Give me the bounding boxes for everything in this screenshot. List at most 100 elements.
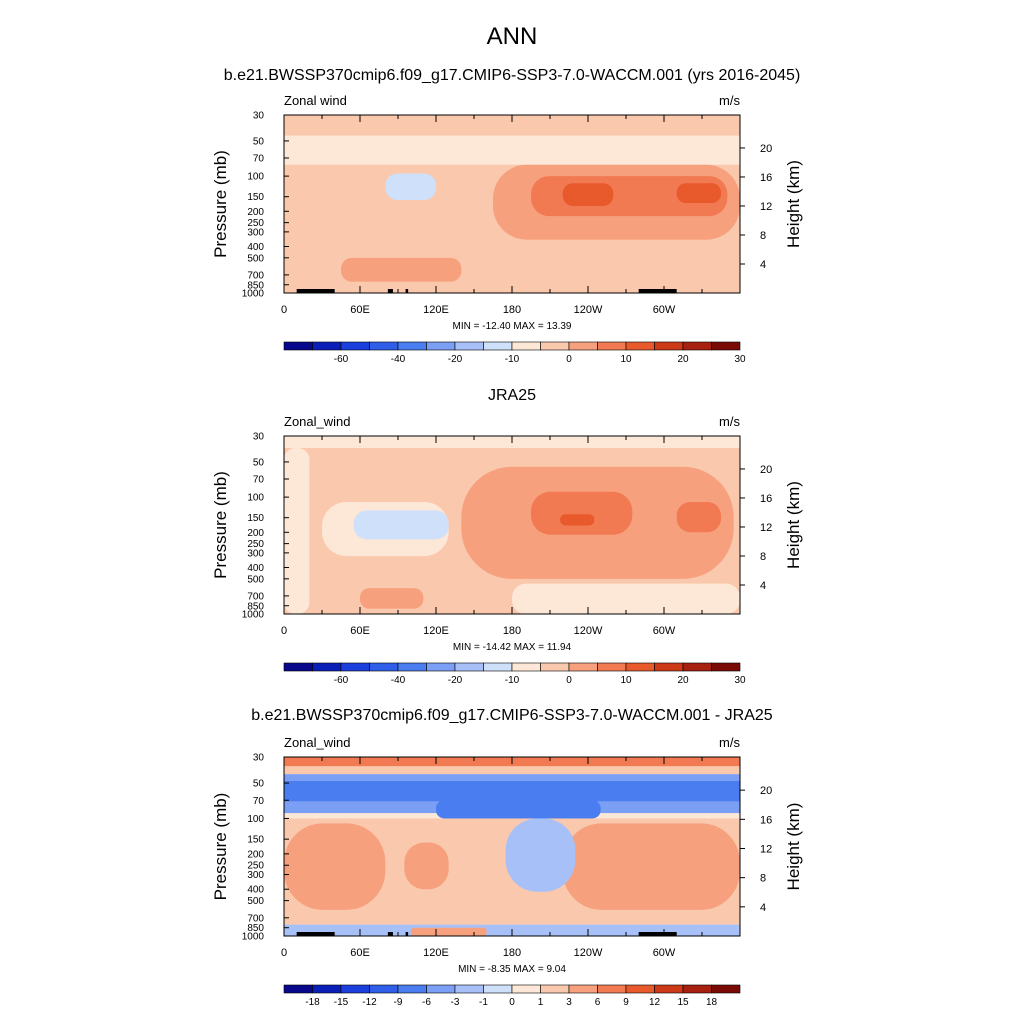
y-axis-label: Pressure (mb) bbox=[211, 150, 230, 258]
panel-3: b.e21.BWSSP370cmip6.f09_g17.CMIP6-SSP3-7… bbox=[211, 707, 803, 1008]
colorbar-label: -18 bbox=[305, 997, 320, 1008]
contour-fill-region bbox=[436, 800, 601, 819]
colorbar-label: 9 bbox=[623, 997, 629, 1008]
colorbar-swatch bbox=[511, 341, 541, 351]
colorbar-swatch bbox=[511, 984, 541, 994]
colorbar-swatch bbox=[597, 984, 627, 994]
y2-tick-label: 16 bbox=[760, 172, 772, 184]
x-tick-label: 120W bbox=[574, 625, 603, 637]
colorbar-label: 30 bbox=[734, 675, 746, 686]
y-tick-label: 30 bbox=[253, 111, 265, 122]
y-tick-label: 70 bbox=[253, 154, 265, 165]
colorbar-swatch bbox=[597, 662, 627, 672]
colorbar-swatch bbox=[454, 662, 484, 672]
y-tick-label: 300 bbox=[247, 227, 264, 238]
colorbar-label: -10 bbox=[505, 675, 520, 686]
contour-fill-region bbox=[562, 823, 740, 910]
terrain-mask bbox=[296, 289, 335, 293]
y-tick-label: 500 bbox=[247, 574, 264, 585]
colorbar-swatch bbox=[369, 662, 399, 672]
terrain-mask bbox=[296, 932, 335, 936]
y-tick-label: 100 bbox=[247, 814, 264, 825]
y-tick-label: 850 bbox=[247, 923, 264, 934]
colorbar-label: -60 bbox=[334, 354, 349, 365]
contour-fill-region bbox=[284, 115, 740, 136]
x-tick-label: 60W bbox=[653, 625, 676, 637]
y2-axis-label: Height (km) bbox=[784, 481, 803, 569]
y-tick-label: 700 bbox=[247, 913, 264, 924]
contour-fill-region bbox=[284, 766, 740, 775]
y2-tick-label: 8 bbox=[760, 230, 766, 242]
x-tick-label: 180 bbox=[503, 625, 521, 637]
colorbar-label: 1 bbox=[538, 997, 544, 1008]
y-tick-label: 70 bbox=[253, 796, 265, 807]
x-tick-label: 60E bbox=[350, 625, 370, 637]
colorbar-swatch bbox=[625, 984, 655, 994]
y-tick-label: 400 bbox=[247, 563, 264, 574]
colorbar-label: 20 bbox=[677, 354, 689, 365]
y2-tick-label: 12 bbox=[760, 522, 772, 534]
y2-tick-label: 20 bbox=[760, 143, 772, 155]
y-tick-label: 200 bbox=[247, 849, 264, 860]
colorbar-swatch bbox=[426, 984, 456, 994]
y-tick-label: 1000 bbox=[242, 932, 265, 943]
units-label: m/s bbox=[719, 93, 740, 108]
terrain-mask bbox=[387, 932, 393, 936]
y2-tick-label: 4 bbox=[760, 259, 766, 271]
contour-fill-region bbox=[284, 774, 740, 781]
y2-tick-label: 16 bbox=[760, 814, 772, 826]
colorbar-swatch bbox=[597, 341, 627, 351]
colorbar-label: -40 bbox=[391, 354, 406, 365]
y-tick-label: 150 bbox=[247, 835, 264, 846]
colorbar-label: -60 bbox=[334, 675, 349, 686]
y-tick-label: 100 bbox=[247, 493, 264, 504]
units-label: m/s bbox=[719, 735, 740, 750]
contour-fill-region bbox=[353, 510, 449, 540]
colorbar-swatch bbox=[454, 984, 484, 994]
colorbar-swatch bbox=[568, 341, 598, 351]
colorbar-swatch bbox=[711, 662, 741, 672]
colorbar-label: 6 bbox=[595, 997, 601, 1008]
y-tick-label: 400 bbox=[247, 242, 264, 253]
colorbar-label: -20 bbox=[448, 675, 463, 686]
colorbar-label: 15 bbox=[677, 997, 689, 1008]
y-tick-label: 250 bbox=[247, 539, 264, 550]
contour-fill-region bbox=[531, 491, 633, 535]
y-tick-label: 250 bbox=[247, 218, 264, 229]
contour-fill-region bbox=[284, 823, 386, 910]
colorbar-swatch bbox=[540, 662, 570, 672]
x-tick-label: 0 bbox=[281, 625, 287, 637]
y2-tick-label: 12 bbox=[760, 201, 772, 213]
x-tick-label: 120W bbox=[574, 304, 603, 316]
y-tick-label: 30 bbox=[253, 432, 265, 443]
colorbar-label: -9 bbox=[394, 997, 403, 1008]
y-tick-label: 200 bbox=[247, 207, 264, 218]
y-tick-label: 50 bbox=[253, 136, 265, 147]
colorbar-swatch bbox=[397, 984, 427, 994]
contour-fill-region bbox=[404, 842, 449, 890]
colorbar-swatch bbox=[711, 984, 741, 994]
colorbar-swatch bbox=[483, 984, 513, 994]
colorbar-label: -20 bbox=[448, 354, 463, 365]
colorbar-label: -10 bbox=[505, 354, 520, 365]
colorbar-swatch bbox=[283, 984, 313, 994]
y2-tick-label: 16 bbox=[760, 493, 772, 505]
colorbar-swatch bbox=[340, 984, 370, 994]
y2-tick-label: 4 bbox=[760, 902, 766, 914]
colorbar-swatch bbox=[283, 341, 313, 351]
colorbar-swatch bbox=[711, 341, 741, 351]
colorbar-label: 10 bbox=[620, 675, 632, 686]
x-tick-label: 180 bbox=[503, 947, 521, 959]
y2-tick-label: 4 bbox=[760, 580, 766, 592]
y-axis-label: Pressure (mb) bbox=[211, 471, 230, 579]
y2-tick-label: 12 bbox=[760, 843, 772, 855]
colorbar-swatch bbox=[454, 341, 484, 351]
panel-title: b.e21.BWSSP370cmip6.f09_g17.CMIP6-SSP3-7… bbox=[224, 67, 801, 84]
colorbar-swatch bbox=[426, 662, 456, 672]
colorbar-swatch bbox=[625, 341, 655, 351]
colorbar-swatch bbox=[283, 662, 313, 672]
units-label: m/s bbox=[719, 414, 740, 429]
colorbar-swatch bbox=[540, 984, 570, 994]
y-tick-label: 1000 bbox=[242, 610, 265, 621]
terrain-mask bbox=[638, 289, 677, 293]
